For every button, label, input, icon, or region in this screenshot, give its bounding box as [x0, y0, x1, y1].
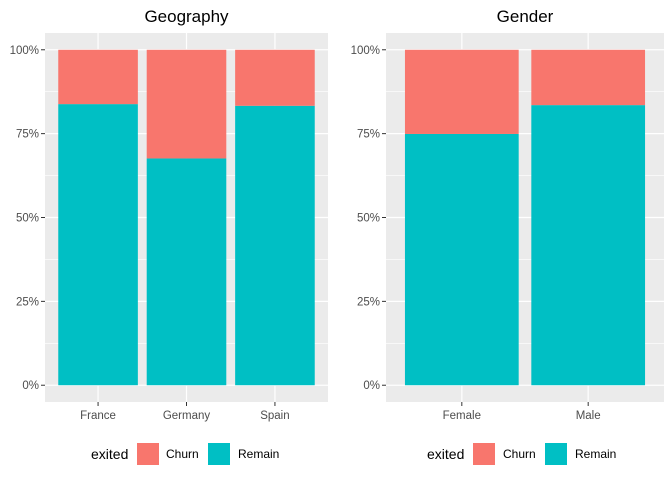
bar-churn-male: [531, 49, 646, 106]
x-tick-label: Spain: [260, 410, 289, 422]
bar-remain-female: [404, 133, 519, 386]
bar-remain-germany: [146, 158, 227, 386]
x-tick-label: Male: [576, 410, 601, 422]
y-tick-label: 50%: [357, 213, 380, 225]
y-tick-label: 75%: [16, 129, 39, 141]
y-tick-label: 0%: [363, 380, 380, 392]
bar-remain-france: [58, 104, 138, 386]
x-tick-label: Germany: [163, 410, 211, 422]
legend-key-remain: [208, 443, 230, 465]
bar-churn-france: [58, 49, 138, 105]
y-tick-label: 50%: [16, 213, 39, 225]
legend-label-churn: Churn: [503, 447, 536, 461]
bar-churn-female: [404, 49, 519, 134]
y-tick-label: 25%: [16, 296, 39, 308]
y-tick-label: 100%: [10, 45, 39, 57]
legend-key-remain: [545, 443, 567, 465]
panel-title: Gender: [497, 7, 554, 26]
y-tick-label: 75%: [357, 129, 380, 141]
legend-label-churn: Churn: [166, 447, 199, 461]
legend-label-remain: Remain: [238, 447, 279, 461]
legend-label-remain: Remain: [575, 447, 616, 461]
legend-title: exited: [91, 446, 128, 462]
panel-title: Geography: [144, 7, 229, 26]
y-tick-label: 0%: [22, 380, 39, 392]
y-tick-label: 100%: [351, 45, 380, 57]
bar-churn-spain: [235, 49, 315, 106]
x-tick-label: Female: [443, 410, 481, 422]
legend-title: exited: [427, 446, 464, 462]
y-tick-label: 25%: [357, 296, 380, 308]
bar-remain-spain: [235, 105, 315, 386]
x-tick-label: France: [80, 410, 116, 422]
legend-key-churn: [137, 443, 159, 465]
legend-key-churn: [473, 443, 495, 465]
bar-churn-germany: [146, 49, 227, 159]
bar-remain-male: [531, 105, 646, 386]
